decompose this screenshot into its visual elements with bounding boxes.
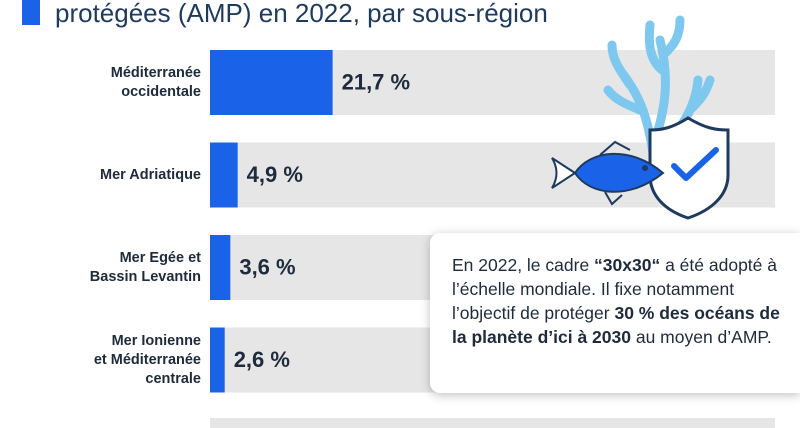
chart-title: protégées (AMP) en 2022, par sous-région xyxy=(55,0,548,28)
value-label: 21,7 % xyxy=(342,69,411,94)
category-label: Méditerranée xyxy=(111,65,201,81)
title-marker xyxy=(22,0,40,25)
annotation-text: En 2022, le cadre xyxy=(452,255,595,275)
bar xyxy=(210,50,333,115)
value-label: 4,9 % xyxy=(247,162,303,187)
bar xyxy=(210,327,225,393)
category-label: Mer Ionienne xyxy=(112,333,201,349)
category-label: Mer Adriatique xyxy=(100,167,201,183)
annotation-text: au moyen d’AMP. xyxy=(630,327,772,347)
bar-track xyxy=(210,418,775,428)
value-label: 3,6 % xyxy=(239,254,295,279)
annotation-text: a été adopté à l’échelle mondiale. Il fi… xyxy=(452,255,777,323)
category-label: centrale xyxy=(145,371,201,387)
value-label: 2,6 % xyxy=(234,347,290,372)
illustration xyxy=(551,15,730,220)
category-label: Mer Egée et xyxy=(120,250,202,266)
category-label: Bassin Levantin xyxy=(90,269,201,285)
annotation-text: 30 % des océans de la planète d’ici à 20… xyxy=(452,303,780,347)
category-label: et Méditerranée xyxy=(94,352,201,368)
annotation-box: En 2022, le cadre “30x30“ a été adopté à… xyxy=(430,233,800,393)
bar xyxy=(210,142,238,208)
category-label: occidentale xyxy=(121,84,201,100)
annotation-text: “30x30“ xyxy=(594,255,661,275)
bar xyxy=(210,235,231,300)
